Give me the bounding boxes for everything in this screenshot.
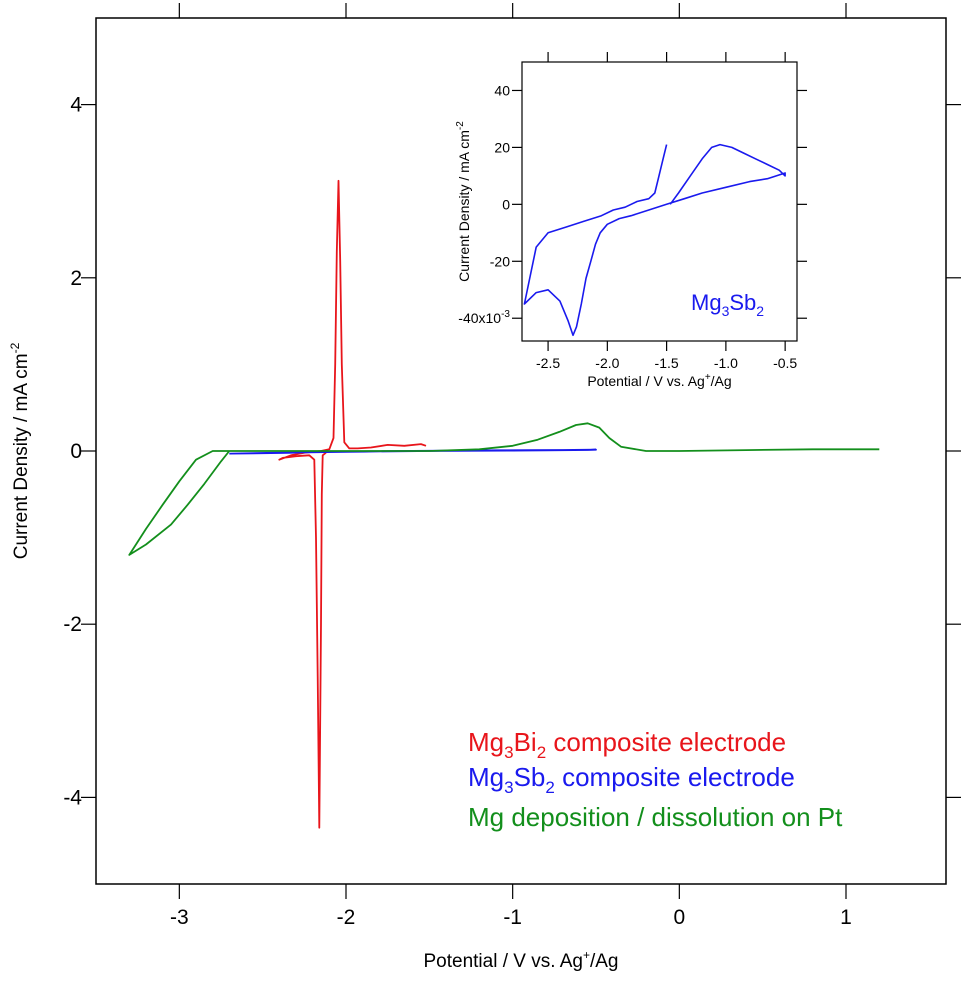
inset-x-axis-label-sup: + (705, 372, 711, 383)
inset-x-axis-label-tail: /Ag (711, 373, 732, 389)
legend: Mg3Bi2 composite electrode Mg3Sb2 compos… (468, 727, 843, 832)
legend-0-mid: Bi (514, 727, 537, 757)
main-series-group (128, 179, 880, 829)
inset-y-tick-label-2: 0 (502, 196, 510, 212)
inset-plot-frame (521, 61, 798, 342)
inset-y-tick-label-1: -20 (490, 253, 510, 269)
inset-plot: -2.5 -2.0 -1.5 -1.0 -0.5 -40x10-3 -20 0 20 40 Pot… (455, 52, 807, 389)
inset-annotation-mg3sb2: Mg3Sb2 (691, 290, 764, 319)
legend-entry-mg3sb2: Mg3Sb2 composite electrode (468, 762, 795, 797)
legend-entry-mg-pt: Mg deposition / dissolution on Pt (468, 802, 843, 832)
main-x-axis-label-tail: /Ag (590, 951, 619, 972)
main-x-tick-label-0: -3 (170, 906, 189, 929)
inset-x-tick-label-1: -2.0 (595, 355, 619, 371)
main-y-tick-label-2: 0 (70, 440, 82, 463)
legend-1-sub2: 2 (545, 778, 554, 797)
main-series-line-2 (128, 422, 880, 556)
main-y-axis-label-sup: -2 (8, 342, 22, 353)
main-x-tick-label-4: 1 (840, 906, 852, 929)
inset-y-tick-label-4: 40 (494, 82, 510, 98)
inset-x-tick-label-3: -1.0 (714, 355, 738, 371)
main-y-axis-label: Current Density / mA cm-2 (8, 342, 32, 559)
inset-x-tick-label-4: -0.5 (773, 355, 797, 371)
inset-annotation-sub1: 3 (722, 303, 730, 319)
inset-y-tick-label-0: -40x10-3 (458, 309, 510, 326)
legend-0-post: composite electrode (546, 727, 786, 757)
legend-0-pre: Mg (468, 727, 504, 757)
inset-y-axis-label: Current Density / mA cm-2 (455, 121, 472, 282)
inset-annotation-pre: Mg (691, 290, 722, 315)
inset-y-tick-label-3: 20 (494, 139, 510, 155)
legend-1-sub1: 3 (504, 778, 513, 797)
legend-0-sub2: 2 (537, 743, 546, 762)
inset-series-group (523, 143, 786, 337)
legend-1-post: composite electrode (555, 762, 795, 792)
main-x-axis-label: Potential / V vs. Ag+/Ag (423, 948, 618, 972)
main-x-axis-label-sup: + (583, 948, 590, 962)
inset-y-axis-label-sup: -2 (455, 121, 466, 130)
legend-1-mid: Sb (514, 762, 546, 792)
main-y-tick-label-1: -2 (63, 613, 82, 636)
main-y-tick-label-0: -4 (63, 786, 82, 809)
inset-ticks-group: -2.5 -2.0 -1.5 -1.0 -0.5 -40x10-3 -20 0 20 40 (458, 52, 807, 371)
main-y-tick-label-4: 4 (70, 94, 82, 117)
inset-plot-background (522, 62, 797, 341)
legend-1-pre: Mg (468, 762, 504, 792)
inset-y-axis-label-base: Current Density / mA cm (456, 130, 472, 282)
inset-x-axis-label: Potential / V vs. Ag+/Ag (587, 372, 731, 389)
inset-annotation-mid: Sb (729, 290, 756, 315)
main-x-tick-label-1: -2 (337, 906, 356, 929)
inset-y-tick-exponent: -3 (501, 309, 510, 320)
legend-0-sub1: 3 (504, 743, 513, 762)
inset-series-line-0 (523, 143, 786, 337)
main-x-tick-label-2: -1 (503, 906, 522, 929)
main-y-axis-label-base: Current Density / mA cm (11, 353, 32, 559)
legend-entry-mg3bi2: Mg3Bi2 composite electrode (468, 727, 786, 762)
main-y-tick-label-3: 2 (70, 267, 82, 290)
main-x-tick-label-3: 0 (673, 906, 685, 929)
main-series-line-0 (278, 179, 427, 829)
inset-annotation-sub2: 2 (756, 303, 764, 319)
main-x-axis-label-base: Potential / V vs. Ag (423, 951, 582, 972)
inset-x-tick-label-2: -1.5 (655, 355, 679, 371)
inset-x-tick-label-0: -2.5 (536, 355, 560, 371)
legend-2-pre: Mg deposition / dissolution on Pt (468, 802, 843, 832)
inset-x-axis-label-base: Potential / V vs. Ag (587, 373, 705, 389)
